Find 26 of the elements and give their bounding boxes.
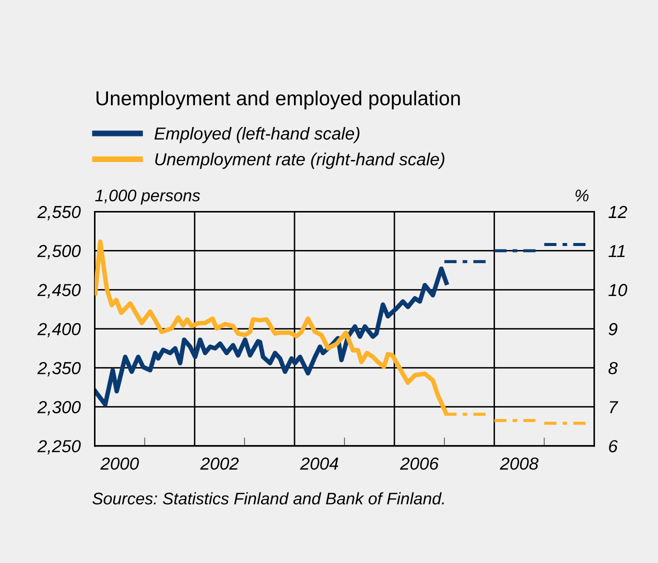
source-note: Sources: Statistics Finland and Bank of Finland. (92, 492, 444, 504)
y2-tick-label: 12 (608, 206, 628, 218)
y2-tick-label: 9 (608, 322, 618, 336)
y-axis-title: 1,000 persons (95, 190, 200, 205)
y-tick-label: 2,300 (37, 401, 81, 416)
y2-axis-title: % (576, 190, 588, 202)
legend-label: Employed (left-hand scale) (154, 126, 360, 144)
x-tick-label: 2008 (500, 457, 538, 470)
y2-tick-label: 10 (608, 284, 628, 296)
line-series (94, 266, 449, 407)
y2-tick-label: 11 (608, 245, 625, 258)
x-tick-label: 2002 (200, 457, 239, 470)
y-tick-label: 2,400 (37, 322, 81, 338)
x-tick-label: 2006 (400, 457, 439, 470)
legend-label: Unemployment rate (right-hand scale) (155, 152, 444, 169)
y2-tick-label: 6 (609, 440, 618, 452)
y-tick-label: 2,350 (37, 362, 81, 376)
y2-tick-label: 8 (608, 362, 618, 374)
x-tick-label: 2004 (300, 457, 338, 470)
y2-tick-label: 7 (610, 401, 618, 414)
y-tick-label: 2,250 (37, 440, 81, 454)
y-tick-label: 2,500 (37, 244, 81, 260)
chart-title: Unemployment and employed population (96, 90, 460, 110)
y-tick-label: 2,550 (37, 206, 81, 220)
x-tick-label: 2000 (100, 457, 139, 470)
y-tick-label: 2,450 (37, 284, 81, 298)
